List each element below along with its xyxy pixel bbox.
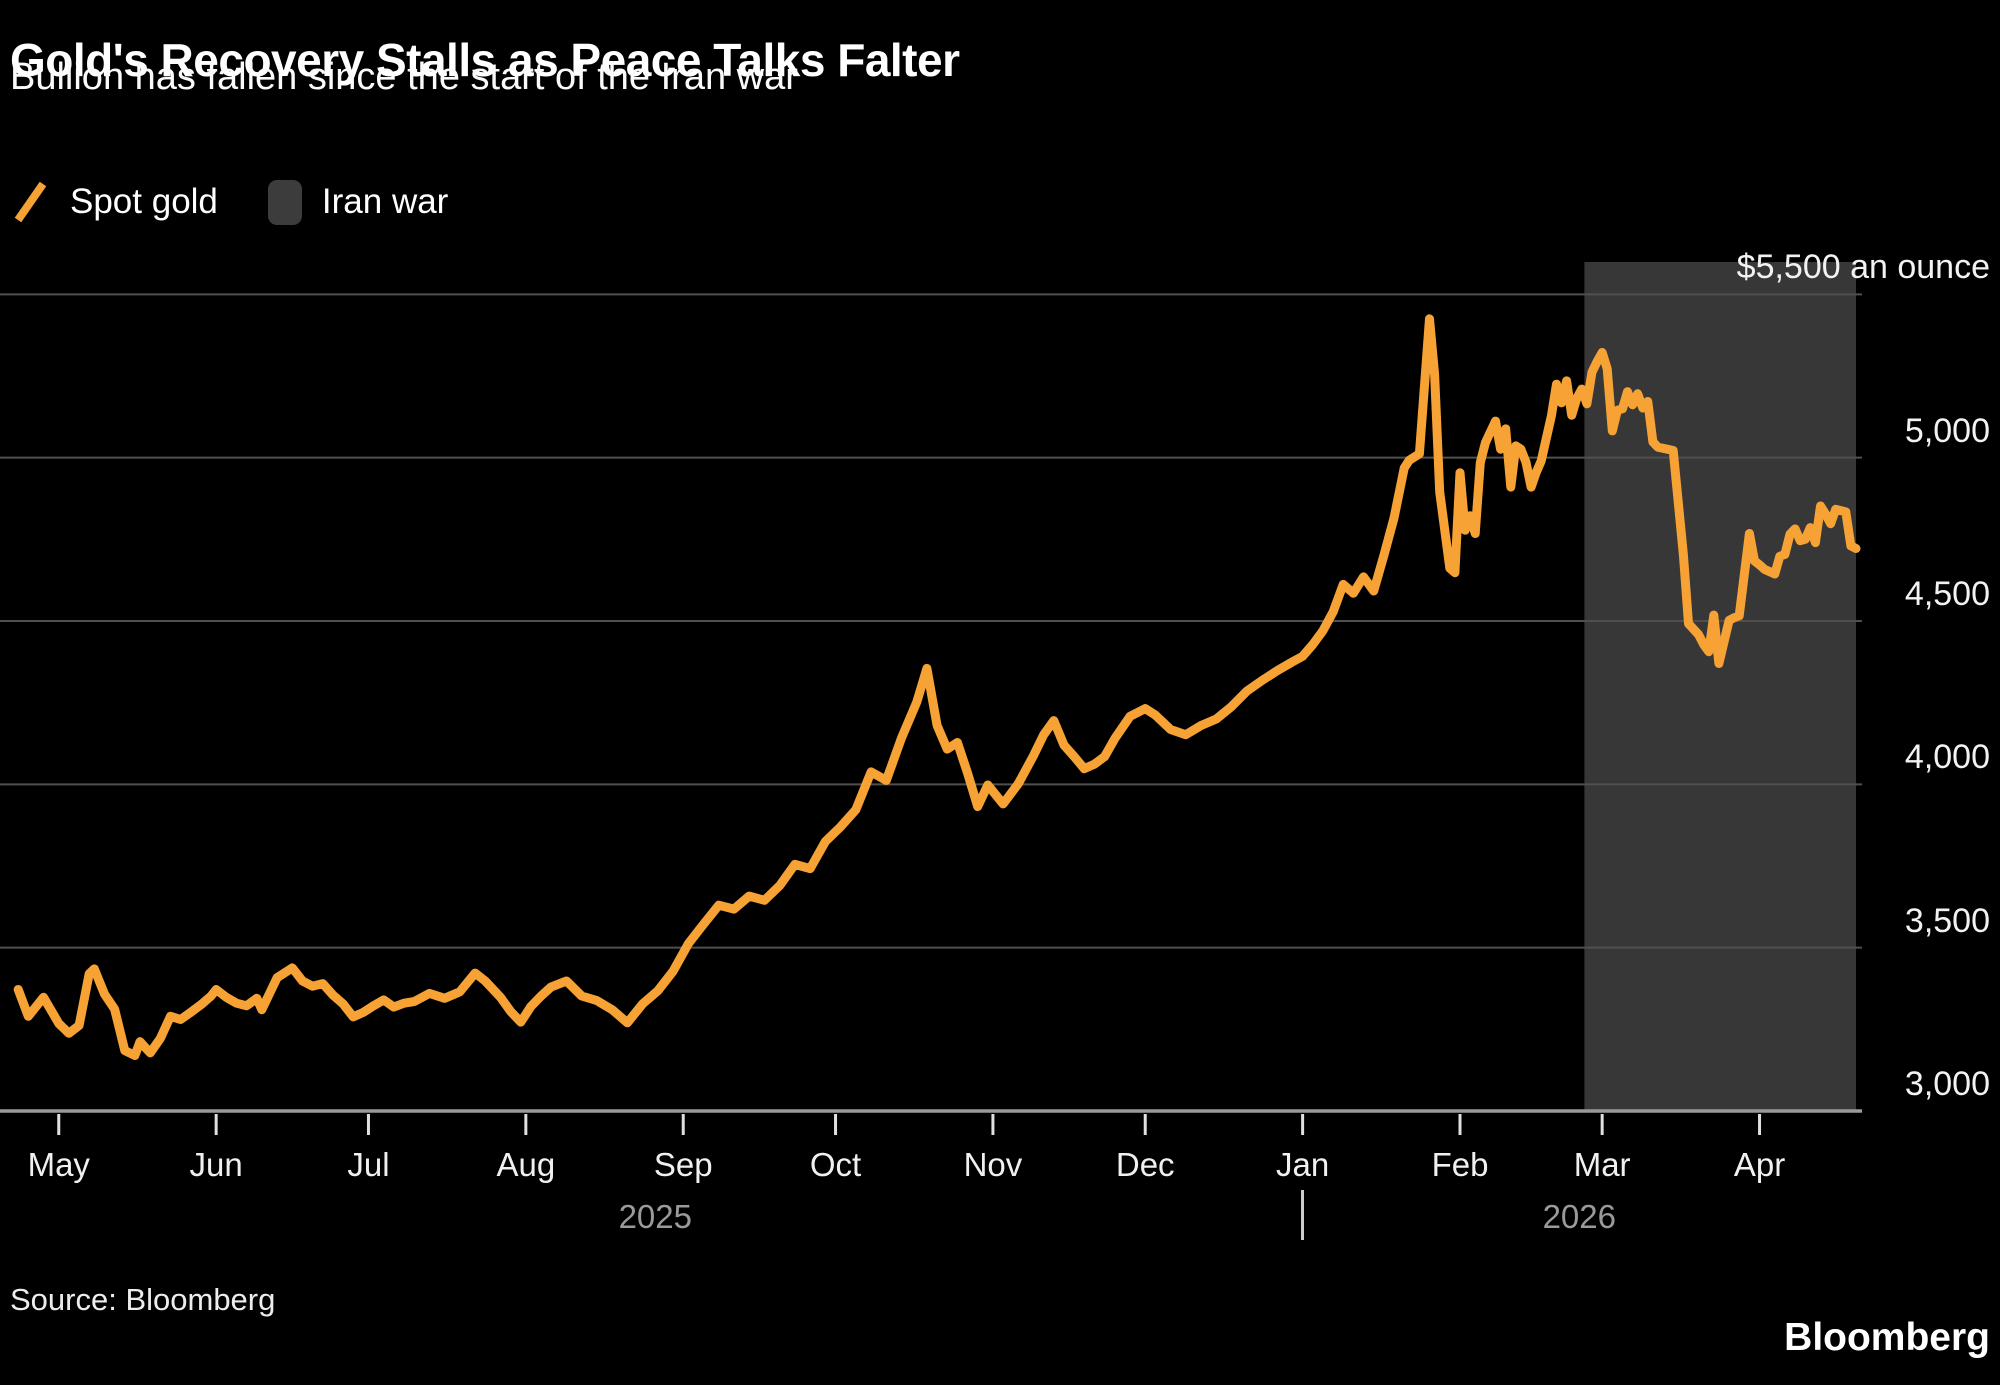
x-tick-label-jul: Jul [347, 1146, 390, 1183]
x-tick-label-dec: Dec [1115, 1146, 1175, 1183]
x-tick-label-aug: Aug [496, 1146, 556, 1183]
legend: Spot gold Iran war [12, 178, 448, 226]
spot-gold-line [13, 314, 1861, 1060]
x-tick-label-jun: Jun [189, 1146, 243, 1183]
year-label-2025: 2025 [618, 1198, 692, 1235]
y-tick-label-5000: 5,000 [1904, 411, 1990, 450]
x-tick-label-apr: Apr [1733, 1146, 1786, 1183]
x-tick-label-sep: Sep [653, 1146, 713, 1183]
iran-war-band-swatch-icon [267, 179, 302, 225]
x-tick-label-may: May [27, 1146, 90, 1183]
chart-title: Gold's Recovery Stalls as Peace Talks Fa… [10, 33, 960, 86]
x-tick-label-nov: Nov [963, 1146, 1023, 1183]
chart-subtitle: Bullion has fallen since the start of th… [10, 56, 798, 98]
legend-label-spot-gold: Spot gold [70, 182, 218, 221]
y-tick-label-3500: 3,500 [1904, 901, 1990, 940]
source-text: Source: Bloomberg [10, 1282, 276, 1317]
year-divider-line [1301, 1190, 1305, 1240]
legend-label-iran-war: Iran war [321, 182, 449, 221]
x-tick-label-jan: Jan [1276, 1146, 1330, 1183]
year-label-2026: 2026 [1542, 1198, 1616, 1235]
y-tick-label-3000: 3,000 [1904, 1065, 1990, 1103]
x-tick-label-oct: Oct [809, 1146, 862, 1183]
legend-item-iran-war: Iran war [267, 179, 449, 225]
y-tick-label-4500: 4,500 [1904, 575, 1990, 613]
price-chart-plot [0, 262, 1862, 1135]
x-tick-label-feb: Feb [1431, 1146, 1489, 1183]
y-tick-label-4000: 4,000 [1904, 738, 1990, 777]
spot-gold-line-swatch-icon [14, 181, 47, 223]
x-tick-label-mar: Mar [1573, 1146, 1631, 1183]
y-tick-label-5500: $5,500 an ounce [1736, 248, 1990, 287]
legend-item-spot-gold: Spot gold [12, 178, 218, 226]
bloomberg-logo: Bloomberg [1784, 1316, 1990, 1359]
